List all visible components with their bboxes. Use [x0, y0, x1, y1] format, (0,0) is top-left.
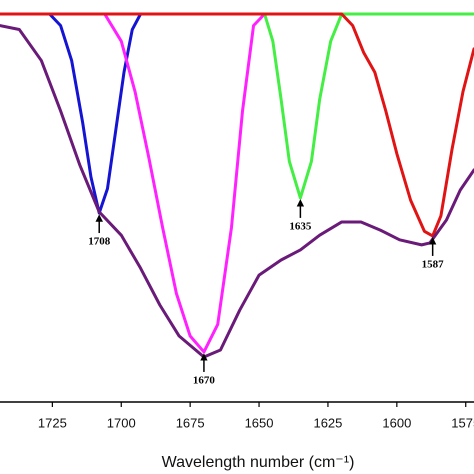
- x-tick-label: 1700: [107, 415, 136, 430]
- x-tick-label: 1650: [245, 415, 274, 430]
- x-tick-label: 1675: [176, 415, 205, 430]
- x-tick-label: 1725: [38, 415, 67, 430]
- annotation: 1635: [289, 220, 312, 232]
- series-line: [0, 12, 474, 238]
- x-axis-label: Wavelength number (cm⁻¹): [162, 454, 355, 471]
- x-tick-label: 1625: [313, 415, 342, 430]
- series-line: [0, 24, 474, 359]
- x-tick-label: 1600: [382, 415, 411, 430]
- series-line: [0, 12, 474, 200]
- annotation: 1587: [422, 258, 445, 270]
- x-tick-label: 1575: [451, 415, 474, 430]
- annotation: 1708: [88, 236, 111, 248]
- annotation: 1670: [193, 374, 216, 386]
- series-line: [0, 12, 474, 354]
